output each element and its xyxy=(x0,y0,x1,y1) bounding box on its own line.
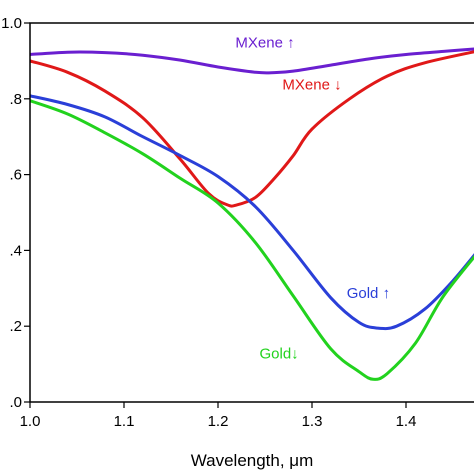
plot-lines xyxy=(30,47,474,381)
y-axis: .0 .2 .4 .6 .8 1.0 xyxy=(1,15,30,411)
x-tick-label: 1.0 xyxy=(20,413,41,430)
series-label-1: MXene ↑ xyxy=(235,35,294,52)
series-line-4 xyxy=(30,99,474,381)
x-axis: 1.0 1.1 1.2 1.3 1.4 xyxy=(20,402,417,430)
series-line-3 xyxy=(30,94,474,331)
series-label-2: MXene ↓ xyxy=(282,76,341,93)
x-tick-label: 1.2 xyxy=(208,413,229,430)
x-tick-label: 1.4 xyxy=(396,413,417,430)
plot-frame xyxy=(29,22,474,403)
series-line-2 xyxy=(30,50,474,208)
y-tick-label: .8 xyxy=(9,91,22,108)
y-tick-label: 1.0 xyxy=(1,15,22,32)
x-axis-title: Wavelength, μm xyxy=(191,451,314,470)
y-tick-label: .0 xyxy=(9,394,22,411)
series-label-4: Gold↓ xyxy=(260,345,299,362)
x-tick-label: 1.1 xyxy=(114,413,135,430)
x-tick-label: 1.3 xyxy=(302,413,323,430)
series-labels: MXene ↑ MXene ↓ Gold ↑ Gold↓ xyxy=(235,35,390,363)
series-label-3: Gold ↑ xyxy=(347,285,390,302)
y-tick-label: .6 xyxy=(9,167,22,184)
y-tick-label: .2 xyxy=(9,318,22,335)
y-tick-label: .4 xyxy=(9,242,22,259)
series-line-1 xyxy=(30,47,474,75)
